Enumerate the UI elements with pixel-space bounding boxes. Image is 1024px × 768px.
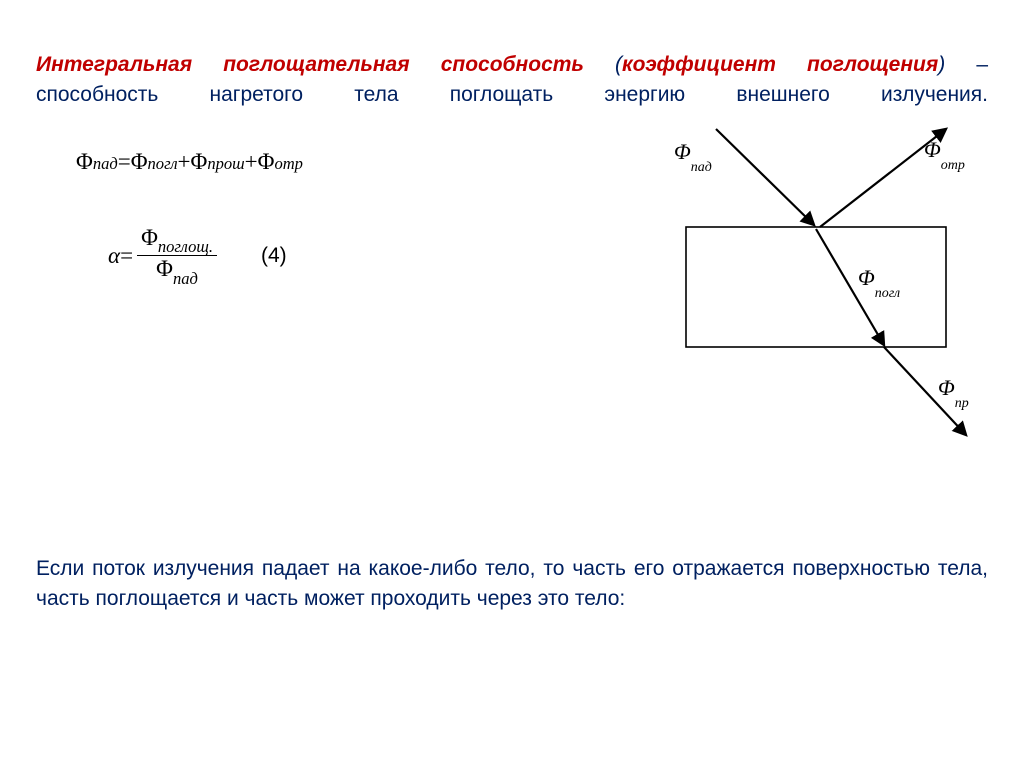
- eq-sign-1: =: [118, 149, 131, 175]
- term-absorption-coeff: коэффициент поглощения: [622, 53, 938, 76]
- label-transmitted: Φпр: [938, 375, 969, 411]
- bottom-paragraph: Если поток излучения падает на какое-либ…: [36, 554, 988, 615]
- body-rect: [686, 227, 946, 347]
- bottom-text: Если поток излучения падает на какое-либ…: [36, 557, 988, 610]
- plus-1: +: [178, 149, 191, 175]
- page-root: Интегральная поглощательная способность …: [0, 0, 1024, 768]
- phi-pad-sub: пад: [93, 154, 118, 174]
- paren-close: ): [938, 53, 976, 76]
- definition-paragraph: Интегральная поглощательная способность …: [36, 50, 988, 111]
- arrow-incident: [716, 129, 814, 225]
- phi-den-sub: пад: [173, 269, 198, 288]
- phi-otr: Φ: [258, 149, 275, 175]
- diagram-container: Φпад Φотр Φпогл Φпр: [556, 133, 988, 453]
- radiation-diagram: Φпад Φотр Φпогл Φпр: [576, 119, 1006, 459]
- phi-num-sub: поглощ.: [158, 237, 213, 256]
- equation-number: (4): [261, 244, 287, 268]
- phi-prosh: Φ: [191, 149, 208, 175]
- diagram-svg-wrap: Φпад Φотр Φпогл Φпр: [576, 119, 1006, 464]
- formulas-column: Φпад = Φпогл + Φпрош + Φотр α = Φпоглощ.: [36, 133, 556, 287]
- eq-sign-2: =: [120, 243, 133, 269]
- phi-prosh-sub: прош: [207, 154, 244, 174]
- equation-alpha: α = Φпоглощ. Φпад (4): [108, 225, 556, 287]
- phi-num: Φ: [141, 225, 158, 250]
- middle-row: Φпад = Φпогл + Φпрош + Φотр α = Φпоглощ.: [36, 133, 988, 453]
- phi-pad: Φ: [76, 149, 93, 175]
- phi-den: Φ: [156, 256, 173, 281]
- phi-pogl: Φ: [131, 149, 148, 175]
- alpha-fraction: Φпоглощ. Φпад: [137, 225, 217, 287]
- label-incident: Φпад: [674, 139, 712, 175]
- alpha-frac-num: Φпоглощ.: [137, 225, 217, 256]
- alpha-frac-den: Φпад: [152, 256, 202, 287]
- plus-2: +: [245, 149, 258, 175]
- term-integral-absorptive: Интегральная поглощательная способность: [36, 53, 615, 76]
- label-absorbed: Φпогл: [858, 265, 900, 301]
- phi-pogl-sub: погл: [148, 154, 178, 174]
- label-reflected: Φотр: [924, 137, 965, 173]
- alpha-symbol: α: [108, 243, 120, 269]
- equation-balance: Φпад = Φпогл + Φпрош + Φотр: [76, 149, 556, 175]
- definition-line-group: Интегральная поглощательная способность …: [36, 50, 988, 111]
- paren-open: (: [615, 53, 622, 76]
- phi-otr-sub: отр: [274, 154, 303, 174]
